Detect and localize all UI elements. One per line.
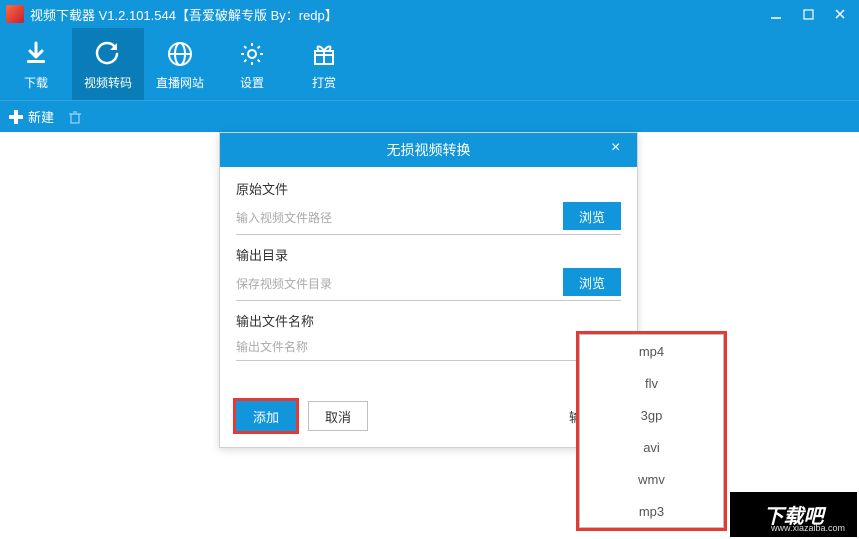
format-option-wmv[interactable]: wmv — [580, 463, 723, 495]
titlebar: 视频下载器 V1.2.101.544【吾爱破解专版 By：redp】 — [0, 0, 859, 28]
output-dir-label: 输出目录 — [236, 245, 621, 264]
format-option-avi[interactable]: avi — [580, 431, 723, 463]
toolbar-transcode[interactable]: 视频转码 — [72, 28, 144, 100]
trash-icon — [68, 110, 82, 124]
minimize-button[interactable] — [769, 7, 783, 21]
toolbar-download[interactable]: 下载 — [0, 28, 72, 100]
globe-icon — [164, 38, 196, 70]
download-icon — [20, 38, 52, 70]
new-button-label: 新建 — [28, 107, 54, 126]
source-file-group: 原始文件 浏览 — [236, 179, 621, 235]
dialog-title: 无损视频转换 — [387, 140, 471, 160]
format-option-3gp[interactable]: 3gp — [580, 399, 723, 431]
dialog-footer: 添加 取消 输出格式 — [220, 387, 637, 447]
output-name-group: 输出文件名称 — [236, 311, 621, 361]
delete-button[interactable] — [68, 110, 82, 124]
close-button[interactable] — [833, 7, 847, 21]
toolbar-donate[interactable]: 打赏 — [288, 28, 360, 100]
source-file-input[interactable] — [236, 205, 553, 231]
main-toolbar: 下载 视频转码 直播网站 设置 打赏 — [0, 28, 859, 100]
toolbar-transcode-label: 视频转码 — [84, 74, 132, 91]
dialog-body: 原始文件 浏览 输出目录 浏览 输出文件名称 — [220, 167, 637, 387]
action-bar: 新建 — [0, 100, 859, 132]
outdir-browse-button[interactable]: 浏览 — [563, 268, 621, 296]
toolbar-live[interactable]: 直播网站 — [144, 28, 216, 100]
watermark-url: www.xiazaiba.com — [771, 523, 845, 533]
dialog-close-button[interactable]: × — [611, 141, 627, 157]
content-area: 无损视频转换 × 原始文件 浏览 输出目录 浏览 输出文件名称 — [0, 132, 859, 539]
output-dir-group: 输出目录 浏览 — [236, 245, 621, 301]
toolbar-live-label: 直播网站 — [156, 74, 204, 91]
toolbar-settings[interactable]: 设置 — [216, 28, 288, 100]
plus-icon — [8, 109, 24, 125]
source-file-label: 原始文件 — [236, 179, 621, 198]
convert-dialog: 无损视频转换 × 原始文件 浏览 输出目录 浏览 输出文件名称 — [219, 132, 638, 448]
format-option-mp3[interactable]: mp3 — [580, 495, 723, 527]
titlebar-title: 视频下载器 V1.2.101.544【吾爱破解专版 By：redp】 — [30, 5, 769, 24]
toolbar-settings-label: 设置 — [240, 74, 264, 91]
format-dropdown[interactable]: mp4 flv 3gp avi wmv mp3 — [579, 334, 724, 528]
output-dir-input[interactable] — [236, 271, 553, 297]
watermark-logo: 下载吧 www.xiazaiba.com — [727, 489, 857, 537]
source-browse-button[interactable]: 浏览 — [563, 202, 621, 230]
dialog-header: 无损视频转换 × — [220, 133, 637, 167]
output-name-label: 输出文件名称 — [236, 311, 621, 330]
refresh-icon — [92, 38, 124, 70]
format-option-mp4[interactable]: mp4 — [580, 335, 723, 367]
toolbar-donate-label: 打赏 — [312, 74, 336, 91]
output-name-input[interactable] — [236, 334, 621, 360]
add-button[interactable]: 添加 — [236, 401, 296, 431]
cancel-button[interactable]: 取消 — [308, 401, 368, 431]
gift-icon — [308, 38, 340, 70]
app-icon — [6, 5, 24, 23]
toolbar-download-label: 下载 — [24, 74, 48, 91]
gear-icon — [236, 38, 268, 70]
window-controls — [769, 7, 847, 21]
new-button[interactable]: 新建 — [8, 107, 54, 126]
format-option-flv[interactable]: flv — [580, 367, 723, 399]
maximize-button[interactable] — [801, 7, 815, 21]
